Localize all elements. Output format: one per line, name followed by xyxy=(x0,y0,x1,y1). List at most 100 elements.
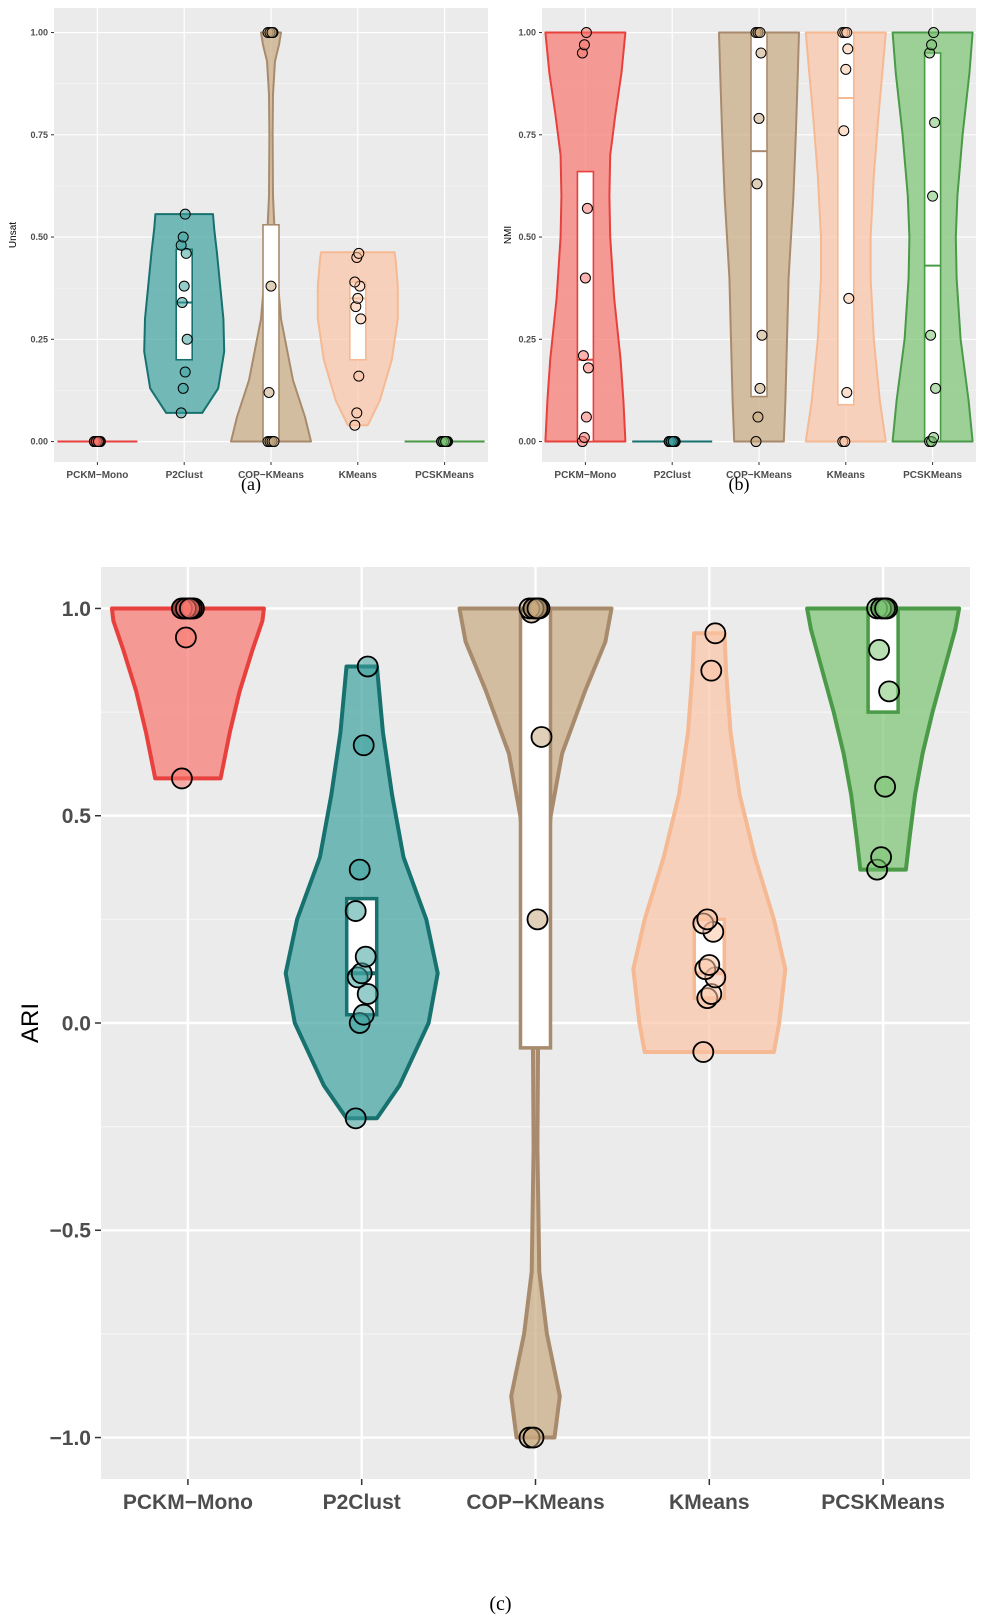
data-point xyxy=(177,382,189,394)
data-point xyxy=(929,117,941,129)
data-point xyxy=(268,436,280,448)
data-point xyxy=(440,436,452,448)
chart-panel-1: 0.00 0.25 0.50 0.75 1.00 PCKM−Mono P2Clust COP−… xyxy=(8,8,488,495)
data-point xyxy=(170,767,193,790)
data-point xyxy=(530,726,553,748)
violin xyxy=(283,664,440,1121)
data-point xyxy=(178,280,190,292)
violin-group-2 xyxy=(230,27,312,448)
data-point xyxy=(698,954,721,976)
violin-group-1 xyxy=(143,208,226,419)
data-point xyxy=(692,1041,715,1063)
data-point xyxy=(870,846,892,869)
y-tick-label: 0.25 xyxy=(518,334,536,344)
x-tick-label: PCSKMeans xyxy=(415,470,474,481)
y-tick-label: 0.50 xyxy=(30,232,48,242)
data-point xyxy=(177,231,189,243)
data-point xyxy=(755,47,767,59)
data-point xyxy=(349,276,361,288)
x-tick-label: KMeans xyxy=(669,1491,750,1514)
box xyxy=(262,223,280,443)
violin-group-0 xyxy=(57,436,138,448)
data-point xyxy=(581,202,593,214)
y-tick-label: 0.5 xyxy=(62,805,92,828)
data-point xyxy=(92,436,104,448)
x-tick-label: COP−KMeans xyxy=(238,470,304,481)
data-point xyxy=(178,597,201,620)
data-point xyxy=(577,350,589,362)
x-tick-label: PCSKMeans xyxy=(903,470,962,481)
data-point xyxy=(352,1003,375,1026)
data-point xyxy=(353,247,365,259)
x-tick-label: KMeans xyxy=(827,470,866,481)
data-point xyxy=(928,27,940,39)
box xyxy=(836,31,855,406)
data-point xyxy=(841,386,853,398)
data-point xyxy=(752,411,764,423)
data-point xyxy=(926,39,938,51)
y-tick-label: 0.0 xyxy=(62,1012,91,1035)
data-point xyxy=(930,382,942,394)
y-tick-label: 1.00 xyxy=(30,28,48,38)
box xyxy=(923,52,942,443)
figure-caption: (b) xyxy=(729,474,750,495)
data-point xyxy=(263,386,275,398)
data-point xyxy=(841,27,853,39)
data-point xyxy=(839,436,851,448)
chart-panel-3: −1.0 −0.5 0.0 0.5 1.0 PCKM−Mono P2Clust COP−KMe… xyxy=(17,567,970,1615)
violin-group-1 xyxy=(632,436,713,448)
data-point xyxy=(181,333,193,345)
x-tick-label: P2Clust xyxy=(323,1491,401,1514)
y-tick-label: −0.5 xyxy=(50,1220,92,1243)
violin-group-4 xyxy=(891,27,974,448)
violin-group-2 xyxy=(457,597,614,1449)
y-axis-label: Unsat xyxy=(8,222,19,248)
data-point xyxy=(840,63,852,75)
data-point xyxy=(175,407,187,419)
data-point xyxy=(351,407,363,419)
box xyxy=(518,606,553,1050)
violin-group-1 xyxy=(283,655,440,1130)
y-tick-label: −1.0 xyxy=(50,1427,91,1450)
data-point xyxy=(751,178,763,190)
y-tick-label: 1.00 xyxy=(518,28,536,38)
x-tick-label: P2Clust xyxy=(166,470,204,481)
data-point xyxy=(925,329,937,341)
data-point xyxy=(874,775,896,798)
x-tick-label: PCKM−Mono xyxy=(66,470,128,481)
data-point xyxy=(842,43,854,55)
data-point xyxy=(579,272,591,284)
data-point xyxy=(667,436,679,448)
data-point xyxy=(356,655,379,678)
violin-group-3 xyxy=(631,622,788,1063)
violin xyxy=(631,631,788,1054)
data-point xyxy=(354,945,377,968)
data-point xyxy=(750,436,762,448)
data-point xyxy=(344,900,367,922)
figure-caption: (c) xyxy=(489,1593,511,1615)
violin-group-2 xyxy=(718,27,800,448)
y-tick-label: 0.00 xyxy=(30,437,48,447)
data-point xyxy=(696,908,719,931)
data-point xyxy=(580,27,592,39)
data-point xyxy=(179,208,191,220)
x-tick-label: COP−KMeans xyxy=(726,470,792,481)
data-point xyxy=(180,247,192,259)
y-tick-label: 0.75 xyxy=(30,130,48,140)
violin-group-3 xyxy=(316,247,399,431)
y-tick-label: 1.0 xyxy=(62,598,91,621)
data-point xyxy=(756,329,768,341)
box xyxy=(750,31,768,398)
data-point xyxy=(522,1426,545,1449)
data-point xyxy=(174,626,197,649)
data-point xyxy=(353,370,365,382)
data-point xyxy=(754,27,766,39)
violin-group-0 xyxy=(544,27,627,448)
data-point xyxy=(838,125,850,137)
data-point xyxy=(578,431,590,443)
violin-group-0 xyxy=(109,597,266,790)
data-point xyxy=(352,734,375,757)
violin xyxy=(805,606,962,872)
data-point xyxy=(526,908,549,931)
